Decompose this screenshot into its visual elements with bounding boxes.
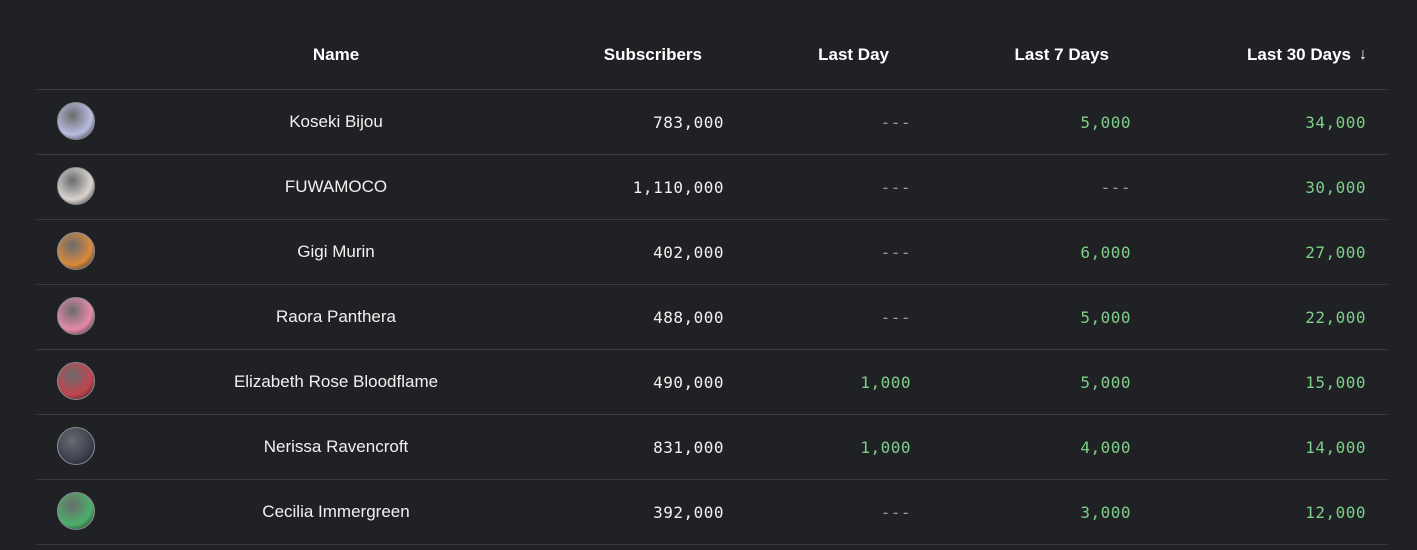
last-30-days-value: 14,000 (1305, 437, 1366, 457)
subscribers-cell: 831,000 (565, 415, 724, 479)
avatar[interactable] (57, 362, 95, 400)
name-cell: Gigi Murin (137, 220, 535, 284)
subscribers-value: 831,000 (653, 437, 724, 457)
column-header-last-day-label: Last Day (818, 44, 889, 64)
channel-name[interactable]: Cecilia Immergreen (262, 502, 410, 521)
channel-name[interactable]: Gigi Murin (297, 242, 375, 261)
subscribers-cell: 783,000 (565, 90, 724, 154)
name-cell: Elizabeth Rose Bloodflame (137, 350, 535, 414)
last-7-days-value: 5,000 (1080, 307, 1131, 327)
last-7-days-value: 4,000 (1080, 437, 1131, 457)
subscribers-value: 392,000 (653, 502, 724, 522)
last-30-days-cell: 14,000 (1171, 415, 1366, 479)
last-7-days-cell: 6,000 (961, 220, 1131, 284)
last-day-value: --- (880, 177, 911, 197)
subscribers-value: 488,000 (653, 307, 724, 327)
last-day-value: --- (880, 502, 911, 522)
last-day-value: 1,000 (860, 372, 911, 392)
subscribers-cell: 488,000 (565, 285, 724, 349)
name-cell: Koseki Bijou (137, 90, 535, 154)
table-row: Koseki Bijou 783,000 --- 5,000 34,000 (37, 90, 1387, 155)
last-day-value: --- (880, 242, 911, 262)
last-7-days-value: 3,000 (1080, 502, 1131, 522)
channel-name[interactable]: Raora Panthera (275, 307, 397, 326)
last-7-days-cell: 5,000 (961, 285, 1131, 349)
last-day-cell: --- (761, 155, 911, 219)
name-cell: Raora Panthera (137, 285, 535, 349)
last-day-cell: --- (761, 220, 911, 284)
last-30-days-value: 30,000 (1305, 177, 1366, 197)
subscribers-value: 1,110,000 (632, 177, 724, 197)
column-header-name[interactable]: Name (137, 20, 535, 89)
channel-name[interactable]: FUWAMOCO (284, 177, 388, 196)
table-header: Name Subscribers Last Day Last 7 Days La… (37, 20, 1387, 90)
avatar[interactable] (57, 492, 95, 530)
last-7-days-cell: 5,000 (961, 350, 1131, 414)
last-30-days-value: 27,000 (1305, 242, 1366, 262)
table-row: Nerissa Ravencroft 831,000 1,000 4,000 1… (37, 415, 1387, 480)
last-30-days-value: 34,000 (1305, 112, 1366, 132)
subscribers-value: 402,000 (653, 242, 724, 262)
last-7-days-cell: 4,000 (961, 415, 1131, 479)
last-day-value: 1,000 (860, 437, 911, 457)
subscribers-value: 783,000 (653, 112, 724, 132)
last-day-cell: 1,000 (761, 415, 911, 479)
subscribers-cell: 392,000 (565, 480, 724, 544)
last-7-days-cell: --- (961, 155, 1131, 219)
name-cell: Nerissa Ravencroft (137, 415, 535, 479)
column-header-last-30-days[interactable]: Last 30 Days ↓ (1171, 20, 1367, 89)
last-day-cell: 1,000 (761, 350, 911, 414)
last-7-days-value: --- (1100, 177, 1131, 197)
last-day-cell: --- (761, 90, 911, 154)
table-row: FUWAMOCO 1,110,000 --- --- 30,000 (37, 155, 1387, 220)
avatar[interactable] (57, 167, 95, 205)
last-30-days-value: 12,000 (1305, 502, 1366, 522)
column-header-last-7-days-label: Last 7 Days (1014, 44, 1110, 64)
table-row: Raora Panthera 488,000 --- 5,000 22,000 (37, 285, 1387, 350)
last-30-days-cell: 30,000 (1171, 155, 1366, 219)
avatar[interactable] (57, 297, 95, 335)
last-30-days-cell: 27,000 (1171, 220, 1366, 284)
last-7-days-cell: 3,000 (961, 480, 1131, 544)
column-header-subscribers-label: Subscribers (603, 44, 702, 64)
column-header-subscribers[interactable]: Subscribers (565, 20, 702, 89)
last-30-days-cell: 12,000 (1171, 480, 1366, 544)
subscribers-cell: 490,000 (565, 350, 724, 414)
column-header-last-30-days-label: Last 30 Days (1247, 44, 1351, 64)
avatar[interactable] (57, 427, 95, 465)
table-row: Elizabeth Rose Bloodflame 490,000 1,000 … (37, 350, 1387, 415)
last-day-value: --- (880, 307, 911, 327)
last-30-days-cell: 15,000 (1171, 350, 1366, 414)
last-day-cell: --- (761, 480, 911, 544)
subscribers-cell: 1,110,000 (565, 155, 724, 219)
table-row: Cecilia Immergreen 392,000 --- 3,000 12,… (37, 480, 1387, 545)
last-day-value: --- (880, 112, 911, 132)
avatar[interactable] (57, 102, 95, 140)
last-30-days-value: 15,000 (1305, 372, 1366, 392)
last-day-cell: --- (761, 285, 911, 349)
subscribers-cell: 402,000 (565, 220, 724, 284)
column-header-last-7-days[interactable]: Last 7 Days (961, 20, 1110, 89)
column-header-name-label: Name (312, 44, 360, 64)
last-30-days-cell: 22,000 (1171, 285, 1366, 349)
last-7-days-value: 6,000 (1080, 242, 1131, 262)
name-cell: Cecilia Immergreen (137, 480, 535, 544)
last-7-days-value: 5,000 (1080, 372, 1131, 392)
subscribers-value: 490,000 (653, 372, 724, 392)
last-7-days-value: 5,000 (1080, 112, 1131, 132)
table-row: Gigi Murin 402,000 --- 6,000 27,000 (37, 220, 1387, 285)
channel-name[interactable]: Elizabeth Rose Bloodflame (233, 372, 439, 391)
channel-name[interactable]: Nerissa Ravencroft (263, 437, 409, 456)
last-30-days-cell: 34,000 (1171, 90, 1366, 154)
avatar[interactable] (57, 232, 95, 270)
arrow-down-icon[interactable]: ↓ (1359, 45, 1367, 63)
name-cell: FUWAMOCO (137, 155, 535, 219)
subscriber-table: Name Subscribers Last Day Last 7 Days La… (37, 20, 1387, 545)
last-7-days-cell: 5,000 (961, 90, 1131, 154)
last-30-days-value: 22,000 (1305, 307, 1366, 327)
channel-name[interactable]: Koseki Bijou (289, 112, 383, 131)
column-header-last-day[interactable]: Last Day (761, 20, 889, 89)
